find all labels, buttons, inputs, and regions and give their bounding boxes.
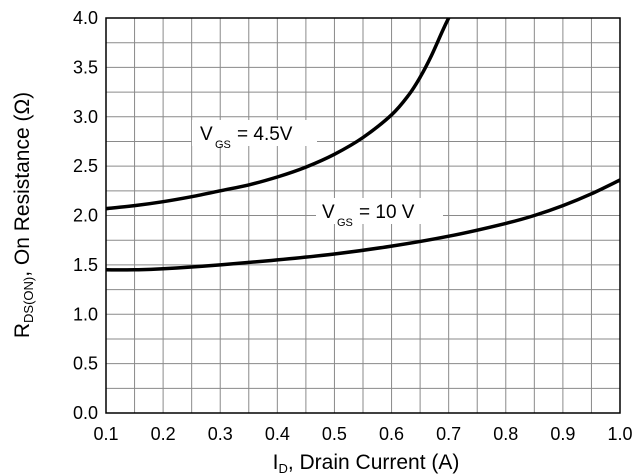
- x-tick-label: 0.8: [493, 424, 518, 444]
- y-tick-label: 3.0: [73, 107, 98, 127]
- series-label-vgs-10: V GS = 10 V: [316, 198, 443, 229]
- series-line-vgs-10: [106, 178, 620, 272]
- y-tick-label: 0.0: [73, 403, 98, 423]
- series-label-vgs-4-5: V GS = 4.5V: [192, 120, 317, 151]
- tick-labels: 0.1 0.2 0.3 0.4 0.5 0.6 0.7 0.8 0.9 1.0 0.0 0.5 1.0 1…: [73, 8, 633, 444]
- series-lines: [106, 18, 620, 272]
- y-tick-label: 0.5: [73, 354, 98, 374]
- x-tick-label: 0.5: [322, 424, 347, 444]
- x-tick-label: 0.1: [93, 424, 118, 444]
- x-tick-label: 1.0: [607, 424, 632, 444]
- plot-frame: [105, 17, 621, 414]
- y-tick-label: 2.0: [73, 206, 98, 226]
- y-tick-label: 4.0: [73, 8, 98, 28]
- series-label-rest: = 4.5V: [237, 124, 293, 145]
- y-tick-label: 1.0: [73, 304, 98, 324]
- series-line-vgs-4-5: [106, 18, 451, 211]
- x-tick-label: 0.3: [208, 424, 233, 444]
- x-tick-label: 0.9: [550, 424, 575, 444]
- series-label-sub: GS: [337, 217, 353, 229]
- x-tick-label: 0.4: [265, 424, 290, 444]
- x-tick-label: 0.2: [151, 424, 176, 444]
- series-label-main: V: [200, 124, 213, 145]
- y-tick-label: 1.5: [73, 255, 98, 275]
- x-tick-label: 0.7: [436, 424, 461, 444]
- y-tick-label: 3.5: [73, 57, 98, 77]
- grid: [105, 17, 621, 414]
- x-tick-label: 0.6: [379, 424, 404, 444]
- x-axis-label: ID, Drain Current (A): [273, 451, 460, 474]
- y-tick-label: 2.5: [73, 156, 98, 176]
- series-label-sub: GS: [215, 139, 231, 151]
- series-label-main: V: [322, 202, 335, 223]
- y-axis-label: RDS(ON), On Resistance (Ω): [11, 92, 36, 338]
- series-label-rest: = 10 V: [359, 202, 415, 223]
